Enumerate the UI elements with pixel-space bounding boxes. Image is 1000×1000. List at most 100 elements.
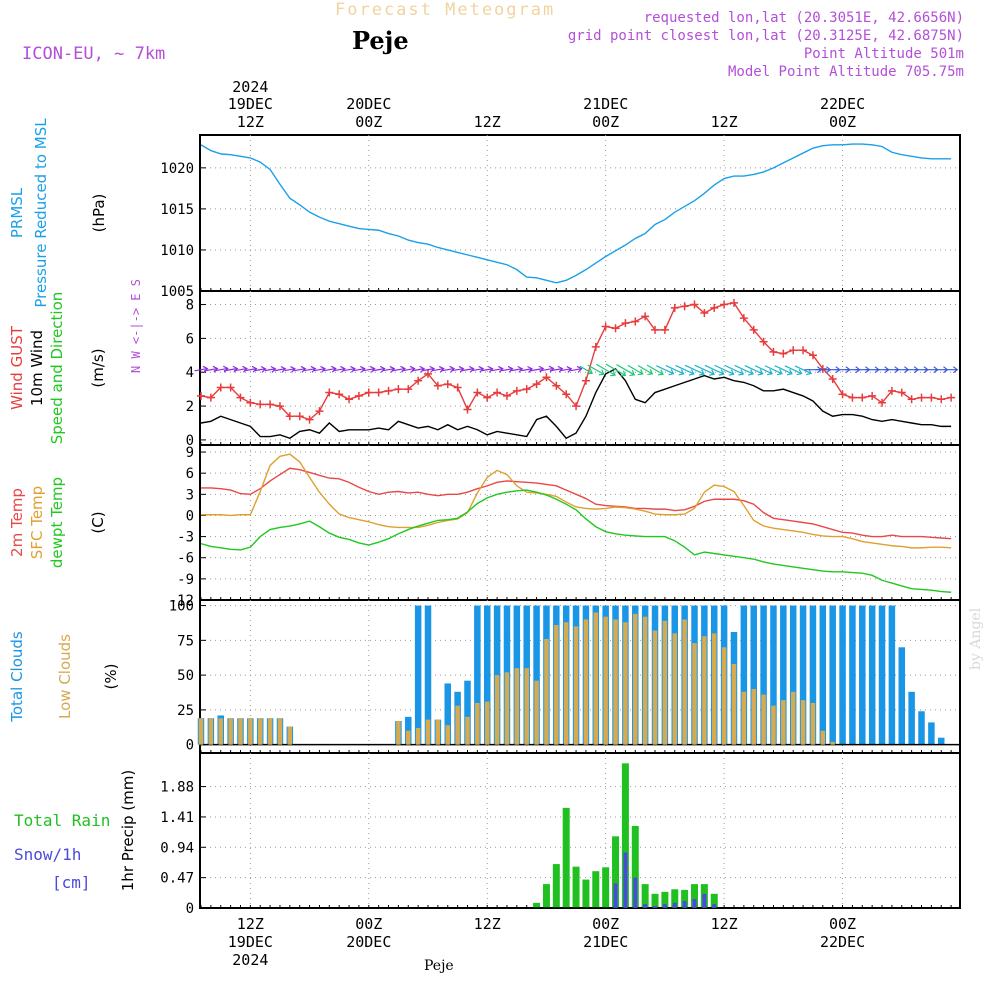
gust-marker — [522, 385, 531, 394]
wind-arrow-shaft — [539, 367, 554, 372]
gust-marker — [315, 407, 324, 416]
wind-arrow-head — [657, 369, 664, 376]
wind-arrow-shaft — [313, 368, 326, 372]
ytick-label: 1005 — [160, 284, 194, 300]
gust-marker — [483, 393, 492, 402]
wind-arrow — [764, 365, 783, 376]
bar-low-clouds — [534, 680, 539, 745]
wind-arrow-head — [757, 369, 764, 376]
wind-arrow — [481, 365, 494, 373]
wind-arrow-head — [678, 369, 685, 376]
wind-arrow — [656, 365, 675, 376]
ytick-label: 0.47 — [160, 871, 194, 887]
bottom-hour-label: 00Z — [355, 915, 382, 933]
bar-total-clouds — [483, 605, 491, 745]
bottom-hour-label: 12Z — [237, 915, 264, 933]
gust-marker — [670, 303, 679, 312]
ylabel-clouds-1: Low Clouds — [56, 634, 74, 719]
bar-low-clouds — [761, 694, 766, 745]
bar-low-clouds — [800, 700, 806, 745]
model-altitude: Model Point Altitude 705.75m — [727, 64, 964, 80]
wind-arrow-shaft — [605, 363, 626, 376]
bottom-date-label: 19DEC — [228, 933, 273, 951]
bar-total-rain — [572, 866, 580, 908]
wind-arrow-head — [290, 366, 296, 373]
top-date-label: 19DEC — [228, 95, 273, 113]
gust-marker — [424, 369, 433, 378]
bar-total-clouds — [424, 605, 432, 745]
gust-marker — [917, 393, 926, 402]
gust-marker — [226, 383, 235, 392]
gust-marker — [502, 391, 511, 400]
bar-total-rain — [582, 879, 590, 908]
wind-arrow-shaft — [784, 365, 802, 375]
wind-arrow-head — [251, 365, 258, 373]
ytick-label: 0.94 — [160, 840, 194, 856]
wind-arrow — [421, 365, 436, 373]
gust-marker — [601, 322, 610, 331]
bar-total-clouds — [938, 737, 945, 745]
wind-arrow-shaft — [382, 368, 395, 372]
bar-low-clouds — [504, 672, 510, 745]
bar-total-clouds — [868, 605, 876, 745]
panel-precip — [199, 752, 961, 909]
bar-total-rain — [691, 884, 698, 908]
wind-arrow-shaft — [561, 368, 572, 372]
bar-low-clouds — [484, 701, 490, 745]
line-dewpt-temp — [200, 489, 952, 593]
bottom-date-label: 20DEC — [346, 933, 391, 951]
wind-arrow — [684, 364, 705, 376]
bar-total-clouds — [760, 605, 767, 745]
bar-low-clouds — [267, 718, 273, 745]
wind-arrow — [521, 365, 533, 373]
bottom-date-label: 22DEC — [820, 933, 865, 951]
bar-low-clouds — [830, 741, 835, 745]
gust-marker — [443, 380, 452, 389]
wind-arrow-head — [320, 365, 326, 373]
wind-arrow-shaft — [579, 365, 593, 374]
bottom-hour-label: 12Z — [711, 915, 738, 933]
bar-total-rain — [542, 884, 550, 908]
gust-marker — [591, 342, 600, 351]
gust-marker — [651, 325, 660, 334]
bar-low-clouds — [702, 636, 707, 745]
gust-marker — [216, 383, 225, 392]
gust-marker — [394, 385, 403, 394]
gust-marker — [414, 376, 423, 385]
wind-arrow-shaft — [362, 368, 375, 372]
bar-low-clouds — [406, 730, 411, 745]
wind-arrow-shaft — [254, 368, 266, 372]
wind-arrow — [539, 365, 555, 373]
line-2m-temp — [201, 467, 952, 540]
bar-total-clouds — [918, 711, 925, 745]
wind-arrow-shaft — [303, 368, 316, 372]
bar-total-rain — [661, 891, 669, 908]
panel-clouds — [197, 599, 961, 754]
gust-marker — [197, 391, 205, 400]
wind-arrow-head — [478, 365, 485, 373]
bar-total-clouds — [789, 605, 797, 745]
gust-marker — [789, 346, 798, 355]
gust-marker — [562, 390, 571, 399]
model-name: ICON-EU, ~ 7km — [22, 44, 166, 64]
top-year-label: 2024 — [232, 78, 268, 96]
wind-arrow — [734, 364, 754, 376]
wind-arrow-shaft — [714, 364, 734, 375]
gust-marker — [779, 349, 788, 358]
ylabel-pressure-2: (hPa) — [90, 194, 108, 233]
wind-arrow-head — [359, 365, 366, 373]
gust-marker — [710, 303, 719, 312]
bar-total-rain — [602, 867, 610, 908]
wind-arrow-shaft — [637, 365, 653, 375]
panel-frame-precip — [199, 752, 961, 909]
gust-marker — [581, 376, 590, 385]
bar-total-clouds — [533, 605, 540, 745]
gust-marker — [799, 346, 808, 355]
wind-arrow — [511, 365, 524, 373]
wind-arrow-shaft — [293, 368, 306, 372]
wind-arrow-shaft — [213, 367, 228, 372]
wind-arrow — [264, 365, 277, 373]
wind-arrow-head — [620, 370, 627, 377]
wind-arrow-shaft — [754, 365, 773, 375]
gust-marker — [256, 400, 265, 409]
